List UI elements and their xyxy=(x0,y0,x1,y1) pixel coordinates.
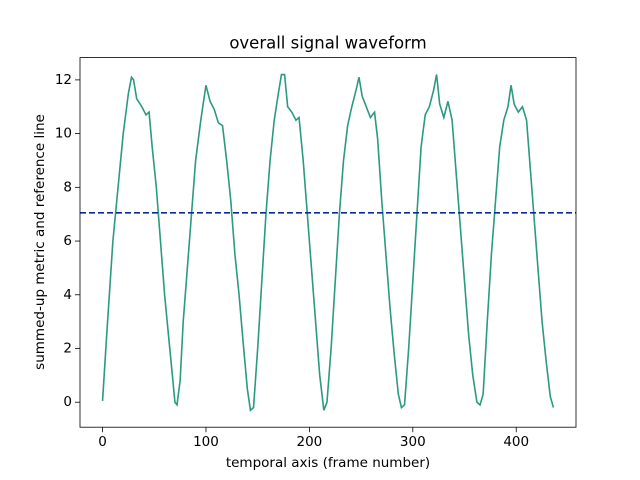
plot-frame xyxy=(79,57,577,428)
signal-line xyxy=(101,73,555,412)
y-tick-label: 8 xyxy=(63,179,72,195)
y-tick-label: 12 xyxy=(55,72,72,88)
y-tick-label: 10 xyxy=(55,126,72,142)
chart-title: overall signal waveform xyxy=(229,34,426,53)
x-tick-label: 200 xyxy=(296,434,322,450)
y-tick-label: 4 xyxy=(63,287,72,303)
y-tick-label: 6 xyxy=(63,233,72,249)
y-axis-label: summed-up metric and reference line xyxy=(32,114,48,370)
x-tick-label: 400 xyxy=(503,434,529,450)
y-tick-label: 0 xyxy=(63,394,72,410)
x-tick-label: 0 xyxy=(98,434,107,450)
y-tick-label: 2 xyxy=(63,340,72,356)
x-axis-label: temporal axis (frame number) xyxy=(226,455,430,471)
x-tick-label: 100 xyxy=(193,434,219,450)
x-tick-label: 300 xyxy=(400,434,426,450)
